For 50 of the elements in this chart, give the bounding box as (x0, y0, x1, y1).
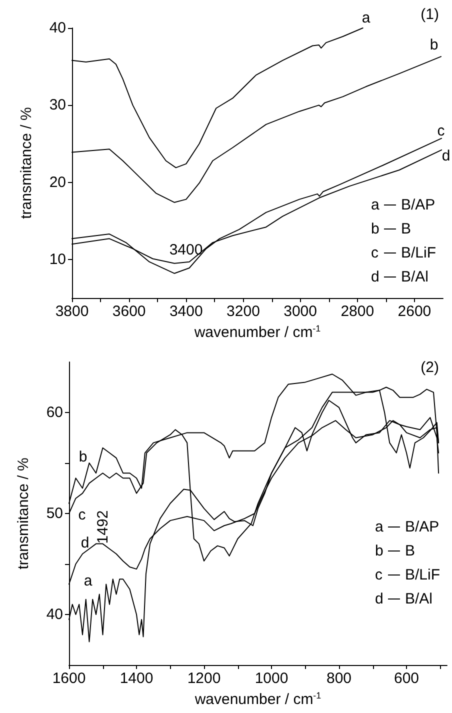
x-tick-label: 3600 (112, 303, 146, 320)
legend-label: B/Al (405, 590, 433, 608)
x-tick-label: 1400 (120, 670, 154, 687)
text: d (371, 268, 380, 286)
y-axis-title: transmitance / % (18, 107, 35, 219)
x-tick-label: 1200 (187, 670, 221, 687)
x-tick-label: 2800 (340, 303, 374, 320)
y-tick-label: 40 (46, 606, 63, 623)
text: a (375, 518, 384, 536)
x-tick-label: 3000 (284, 303, 317, 320)
annotation: b (430, 36, 438, 54)
legend-label: B/LiF (405, 566, 440, 584)
text: c (375, 566, 382, 584)
y-tick-label: 40 (49, 20, 66, 36)
x-tick-label: 2600 (398, 303, 432, 320)
y-axis-title: transmitance / % (15, 458, 32, 570)
legend-label: B/LiF (401, 244, 436, 262)
legend-label: B/Al (401, 268, 429, 286)
chart-title: (1) (420, 6, 440, 23)
x-tick-label: 800 (326, 670, 352, 687)
annotation: a (84, 572, 93, 590)
annotation: b (78, 448, 88, 466)
chart-title: (2) (420, 359, 440, 376)
x-tick-label: 3800 (55, 303, 89, 320)
x-tick-label: 600 (394, 670, 420, 687)
legend-label: B/AP (405, 518, 440, 536)
x-tick-label: 1600 (52, 670, 86, 687)
text: c (371, 244, 378, 262)
y-tick-label: 10 (49, 251, 66, 268)
y-tick-label: 30 (49, 96, 66, 114)
annotation: d (442, 148, 450, 164)
text: b (375, 542, 384, 560)
x-tick-label: 3200 (226, 303, 260, 320)
text: b (371, 220, 380, 238)
text: a (362, 10, 370, 26)
annotation: c (78, 506, 86, 524)
annotation: c (437, 122, 446, 140)
annotation: 3400 (169, 242, 203, 258)
y-tick-label: 60 (46, 404, 63, 421)
legend-label: B (401, 220, 412, 238)
x-tick-label: 3400 (169, 303, 203, 320)
text: d (375, 590, 384, 608)
annotation: d (80, 534, 90, 552)
legend-label: B (405, 542, 416, 560)
annotation: 1492 (94, 510, 112, 544)
x-tick-label: 1000 (254, 670, 288, 687)
legend-label: B/AP (401, 196, 436, 214)
y-tick-label: 50 (46, 505, 63, 522)
annotation: a (371, 196, 380, 214)
y-tick-label: 20 (49, 174, 66, 191)
